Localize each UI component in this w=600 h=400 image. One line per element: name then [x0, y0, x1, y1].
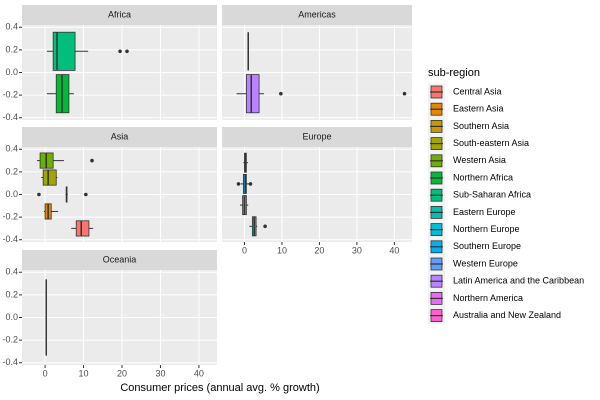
strip-label: Asia	[111, 131, 129, 141]
legend-label: Central Asia	[453, 86, 502, 96]
x-tick-label: 30	[155, 368, 165, 378]
legend-label: Australia and New Zealand	[453, 310, 561, 320]
x-axis-title: Consumer prices (annual avg. % growth)	[120, 382, 319, 394]
legend-label: Eastern Asia	[453, 104, 504, 114]
strip-label: Africa	[108, 9, 131, 19]
legend-label: Southern Europe	[453, 241, 521, 251]
box	[245, 74, 260, 114]
y-tick-label: -0.2	[2, 334, 18, 344]
legend-title: sub-region	[428, 67, 480, 79]
box	[75, 220, 90, 237]
strip	[22, 5, 217, 25]
y-tick-label: 0.4	[5, 144, 18, 154]
strip-label: Oceania	[103, 254, 137, 264]
strip	[222, 127, 412, 147]
y-tick-label: -0.4	[2, 357, 18, 367]
x-tick-label: 20	[117, 368, 127, 378]
y-tick-label: -0.4	[2, 234, 18, 244]
strip-label: Americas	[298, 9, 336, 19]
outlier	[248, 182, 253, 186]
y-tick-label: 0.2	[5, 166, 18, 176]
strip	[222, 5, 412, 25]
box	[42, 169, 57, 186]
outlier	[279, 91, 283, 96]
y-tick-label: 0.0	[5, 67, 18, 77]
y-tick-label: -0.4	[2, 112, 18, 122]
y-tick-label: 0.0	[5, 189, 18, 199]
x-tick-label: 10	[79, 368, 89, 378]
outlier	[263, 224, 267, 229]
y-tick-label: 0.2	[5, 289, 18, 299]
legend-label: Northern Africa	[453, 172, 513, 182]
x-tick-label: 30	[352, 245, 362, 255]
y-tick-label: -0.2	[2, 211, 18, 221]
x-tick-label: 0	[43, 368, 48, 378]
legend-label: Sub-Saharan Africa	[453, 190, 531, 200]
legend-label: Northern America	[453, 293, 523, 303]
outlier	[90, 158, 94, 163]
x-tick-label: 40	[194, 368, 204, 378]
outlier	[236, 182, 241, 186]
y-tick-label: 0.4	[5, 267, 18, 277]
legend-label: Northern Europe	[453, 224, 520, 234]
y-tick-label: -0.2	[2, 89, 18, 99]
x-tick-label: 20	[314, 245, 324, 255]
x-tick-label: 10	[277, 245, 287, 255]
box	[52, 31, 76, 71]
x-tick-label: 40	[389, 245, 399, 255]
legend-label: Western Europe	[453, 258, 518, 268]
legend-label: South-eastern Asia	[453, 138, 529, 148]
outlier	[84, 192, 88, 197]
y-tick-label: 0.0	[5, 312, 18, 322]
outlier	[37, 192, 41, 197]
outlier	[125, 49, 129, 54]
legend-label: Western Asia	[453, 155, 506, 165]
strip	[22, 250, 217, 270]
x-tick-label: 0	[242, 245, 247, 255]
legend-label: Southern Asia	[453, 121, 509, 131]
outlier	[402, 91, 407, 96]
legend-label: Latin America and the Caribbean	[453, 276, 584, 286]
strip	[22, 127, 217, 147]
y-tick-label: 0.2	[5, 44, 18, 54]
legend-label: Eastern Europe	[453, 207, 516, 217]
y-tick-label: 0.4	[5, 22, 18, 32]
strip-label: Europe	[302, 131, 331, 141]
outlier	[118, 49, 122, 54]
